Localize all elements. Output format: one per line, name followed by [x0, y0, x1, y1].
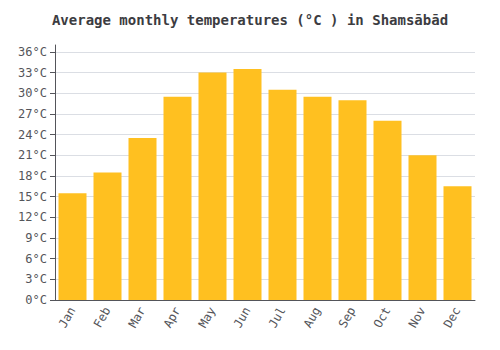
svg-text:Apr: Apr: [161, 304, 184, 330]
svg-text:27°C: 27°C: [18, 107, 47, 121]
svg-text:9°C: 9°C: [25, 231, 47, 245]
svg-text:May: May: [196, 304, 219, 330]
svg-text:Average monthly temperatures (: Average monthly temperatures (°C ) in Sh…: [52, 12, 448, 28]
svg-text:Feb: Feb: [91, 304, 114, 330]
svg-text:Jan: Jan: [56, 304, 79, 330]
svg-text:Dec: Dec: [441, 304, 464, 330]
svg-text:Oct: Oct: [371, 304, 394, 330]
svg-text:3°C: 3°C: [25, 272, 47, 286]
svg-text:6°C: 6°C: [25, 252, 47, 266]
svg-text:Aug: Aug: [301, 304, 324, 330]
svg-text:Nov: Nov: [406, 304, 429, 330]
svg-text:18°C: 18°C: [18, 169, 47, 183]
svg-text:30°C: 30°C: [18, 86, 47, 100]
svg-text:0°C: 0°C: [25, 293, 47, 307]
svg-text:Sep: Sep: [336, 304, 359, 330]
svg-text:24°C: 24°C: [18, 128, 47, 142]
svg-text:Mar: Mar: [126, 304, 149, 330]
svg-text:Jun: Jun: [231, 304, 254, 330]
svg-text:12°C: 12°C: [18, 210, 47, 224]
svg-text:21°C: 21°C: [18, 148, 47, 162]
svg-text:15°C: 15°C: [18, 190, 47, 204]
svg-text:Jul: Jul: [266, 304, 289, 330]
svg-text:36°C: 36°C: [18, 45, 47, 59]
svg-text:33°C: 33°C: [18, 66, 47, 80]
